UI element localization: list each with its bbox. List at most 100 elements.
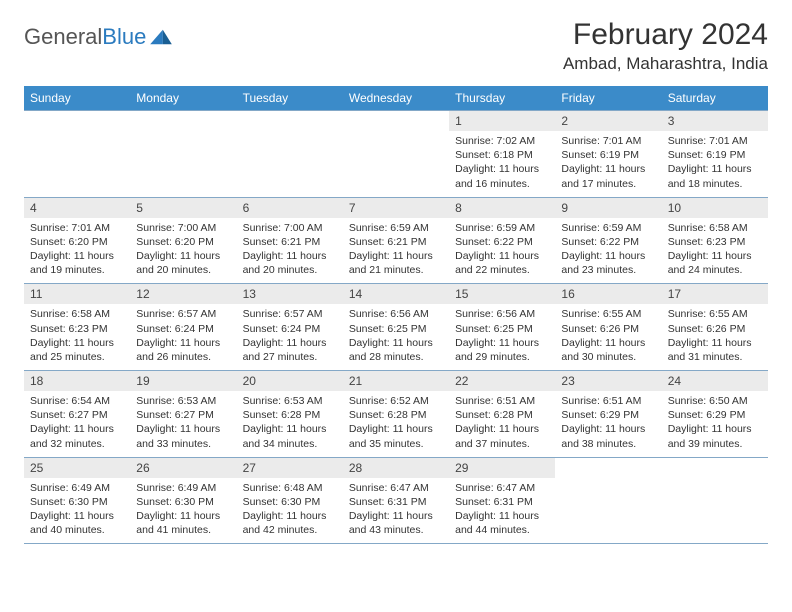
day-cell: 4Sunrise: 7:01 AMSunset: 6:20 PMDaylight…: [24, 197, 130, 284]
day-cell: 9Sunrise: 6:59 AMSunset: 6:22 PMDaylight…: [555, 197, 661, 284]
day-number: 13: [237, 284, 343, 304]
day-cell: 23Sunrise: 6:51 AMSunset: 6:29 PMDayligh…: [555, 371, 661, 458]
day-details: Sunrise: 6:58 AMSunset: 6:23 PMDaylight:…: [662, 218, 768, 284]
day-cell: 8Sunrise: 6:59 AMSunset: 6:22 PMDaylight…: [449, 197, 555, 284]
day-header: Tuesday: [237, 86, 343, 111]
day-details: Sunrise: 6:55 AMSunset: 6:26 PMDaylight:…: [662, 304, 768, 370]
day-cell: 7Sunrise: 6:59 AMSunset: 6:21 PMDaylight…: [343, 197, 449, 284]
day-details: Sunrise: 6:55 AMSunset: 6:26 PMDaylight:…: [555, 304, 661, 370]
day-cell: 29Sunrise: 6:47 AMSunset: 6:31 PMDayligh…: [449, 457, 555, 544]
day-header: Friday: [555, 86, 661, 111]
day-number: 27: [237, 458, 343, 478]
day-cell: [555, 457, 661, 544]
day-header: Wednesday: [343, 86, 449, 111]
day-number: 16: [555, 284, 661, 304]
day-number: 10: [662, 198, 768, 218]
day-details: Sunrise: 6:49 AMSunset: 6:30 PMDaylight:…: [24, 478, 130, 544]
day-details: Sunrise: 6:54 AMSunset: 6:27 PMDaylight:…: [24, 391, 130, 457]
day-details: Sunrise: 6:47 AMSunset: 6:31 PMDaylight:…: [449, 478, 555, 544]
day-details: Sunrise: 7:02 AMSunset: 6:18 PMDaylight:…: [449, 131, 555, 197]
day-cell: 22Sunrise: 6:51 AMSunset: 6:28 PMDayligh…: [449, 371, 555, 458]
day-cell: 1Sunrise: 7:02 AMSunset: 6:18 PMDaylight…: [449, 111, 555, 198]
day-number: 26: [130, 458, 236, 478]
day-details: Sunrise: 6:51 AMSunset: 6:29 PMDaylight:…: [555, 391, 661, 457]
day-number: 15: [449, 284, 555, 304]
day-number: 17: [662, 284, 768, 304]
day-details: Sunrise: 6:49 AMSunset: 6:30 PMDaylight:…: [130, 478, 236, 544]
brand-part1: General: [24, 24, 102, 49]
day-number: 1: [449, 111, 555, 131]
day-number: 28: [343, 458, 449, 478]
week-row: 1Sunrise: 7:02 AMSunset: 6:18 PMDaylight…: [24, 111, 768, 198]
day-number: 29: [449, 458, 555, 478]
day-number: 6: [237, 198, 343, 218]
day-header: Thursday: [449, 86, 555, 111]
day-details: Sunrise: 6:47 AMSunset: 6:31 PMDaylight:…: [343, 478, 449, 544]
day-number: 5: [130, 198, 236, 218]
day-number: 19: [130, 371, 236, 391]
day-header-row: SundayMondayTuesdayWednesdayThursdayFrid…: [24, 86, 768, 111]
month-year-title: February 2024: [563, 18, 768, 52]
day-cell: 28Sunrise: 6:47 AMSunset: 6:31 PMDayligh…: [343, 457, 449, 544]
day-number: 8: [449, 198, 555, 218]
day-details: Sunrise: 6:50 AMSunset: 6:29 PMDaylight:…: [662, 391, 768, 457]
day-cell: [237, 111, 343, 198]
day-cell: 15Sunrise: 6:56 AMSunset: 6:25 PMDayligh…: [449, 284, 555, 371]
day-number: 21: [343, 371, 449, 391]
day-number: 11: [24, 284, 130, 304]
day-header: Sunday: [24, 86, 130, 111]
day-cell: [24, 111, 130, 198]
day-cell: 14Sunrise: 6:56 AMSunset: 6:25 PMDayligh…: [343, 284, 449, 371]
day-cell: [343, 111, 449, 198]
day-cell: [130, 111, 236, 198]
day-cell: 5Sunrise: 7:00 AMSunset: 6:20 PMDaylight…: [130, 197, 236, 284]
day-cell: 21Sunrise: 6:52 AMSunset: 6:28 PMDayligh…: [343, 371, 449, 458]
day-details: Sunrise: 6:58 AMSunset: 6:23 PMDaylight:…: [24, 304, 130, 370]
day-number: 25: [24, 458, 130, 478]
day-cell: 13Sunrise: 6:57 AMSunset: 6:24 PMDayligh…: [237, 284, 343, 371]
day-details: Sunrise: 6:59 AMSunset: 6:22 PMDaylight:…: [449, 218, 555, 284]
day-details: Sunrise: 6:57 AMSunset: 6:24 PMDaylight:…: [237, 304, 343, 370]
day-number: 7: [343, 198, 449, 218]
day-cell: 3Sunrise: 7:01 AMSunset: 6:19 PMDaylight…: [662, 111, 768, 198]
day-cell: 12Sunrise: 6:57 AMSunset: 6:24 PMDayligh…: [130, 284, 236, 371]
brand-text: GeneralBlue: [24, 24, 146, 50]
location-subtitle: Ambad, Maharashtra, India: [563, 54, 768, 74]
day-cell: 11Sunrise: 6:58 AMSunset: 6:23 PMDayligh…: [24, 284, 130, 371]
day-details: Sunrise: 6:52 AMSunset: 6:28 PMDaylight:…: [343, 391, 449, 457]
day-details: Sunrise: 6:48 AMSunset: 6:30 PMDaylight:…: [237, 478, 343, 544]
day-cell: 24Sunrise: 6:50 AMSunset: 6:29 PMDayligh…: [662, 371, 768, 458]
day-cell: 17Sunrise: 6:55 AMSunset: 6:26 PMDayligh…: [662, 284, 768, 371]
day-number: 2: [555, 111, 661, 131]
page-header: GeneralBlue February 2024 Ambad, Maharas…: [24, 18, 768, 74]
day-details: Sunrise: 7:01 AMSunset: 6:19 PMDaylight:…: [662, 131, 768, 197]
day-number: 18: [24, 371, 130, 391]
day-number: 22: [449, 371, 555, 391]
day-cell: 18Sunrise: 6:54 AMSunset: 6:27 PMDayligh…: [24, 371, 130, 458]
day-number: 24: [662, 371, 768, 391]
week-row: 18Sunrise: 6:54 AMSunset: 6:27 PMDayligh…: [24, 371, 768, 458]
day-details: Sunrise: 7:01 AMSunset: 6:20 PMDaylight:…: [24, 218, 130, 284]
day-details: Sunrise: 7:01 AMSunset: 6:19 PMDaylight:…: [555, 131, 661, 197]
day-cell: [662, 457, 768, 544]
day-details: Sunrise: 7:00 AMSunset: 6:20 PMDaylight:…: [130, 218, 236, 284]
week-row: 11Sunrise: 6:58 AMSunset: 6:23 PMDayligh…: [24, 284, 768, 371]
day-details: Sunrise: 6:51 AMSunset: 6:28 PMDaylight:…: [449, 391, 555, 457]
day-number: 23: [555, 371, 661, 391]
brand-part2: Blue: [102, 24, 146, 49]
day-details: Sunrise: 6:59 AMSunset: 6:21 PMDaylight:…: [343, 218, 449, 284]
day-cell: 25Sunrise: 6:49 AMSunset: 6:30 PMDayligh…: [24, 457, 130, 544]
day-details: Sunrise: 6:57 AMSunset: 6:24 PMDaylight:…: [130, 304, 236, 370]
calendar-table: SundayMondayTuesdayWednesdayThursdayFrid…: [24, 86, 768, 544]
brand-logo: GeneralBlue: [24, 18, 172, 50]
day-cell: 2Sunrise: 7:01 AMSunset: 6:19 PMDaylight…: [555, 111, 661, 198]
day-number: 4: [24, 198, 130, 218]
brand-triangle-icon: [150, 28, 172, 46]
day-header: Monday: [130, 86, 236, 111]
day-details: Sunrise: 7:00 AMSunset: 6:21 PMDaylight:…: [237, 218, 343, 284]
day-cell: 6Sunrise: 7:00 AMSunset: 6:21 PMDaylight…: [237, 197, 343, 284]
day-cell: 19Sunrise: 6:53 AMSunset: 6:27 PMDayligh…: [130, 371, 236, 458]
day-number: 12: [130, 284, 236, 304]
day-details: Sunrise: 6:53 AMSunset: 6:28 PMDaylight:…: [237, 391, 343, 457]
day-cell: 26Sunrise: 6:49 AMSunset: 6:30 PMDayligh…: [130, 457, 236, 544]
